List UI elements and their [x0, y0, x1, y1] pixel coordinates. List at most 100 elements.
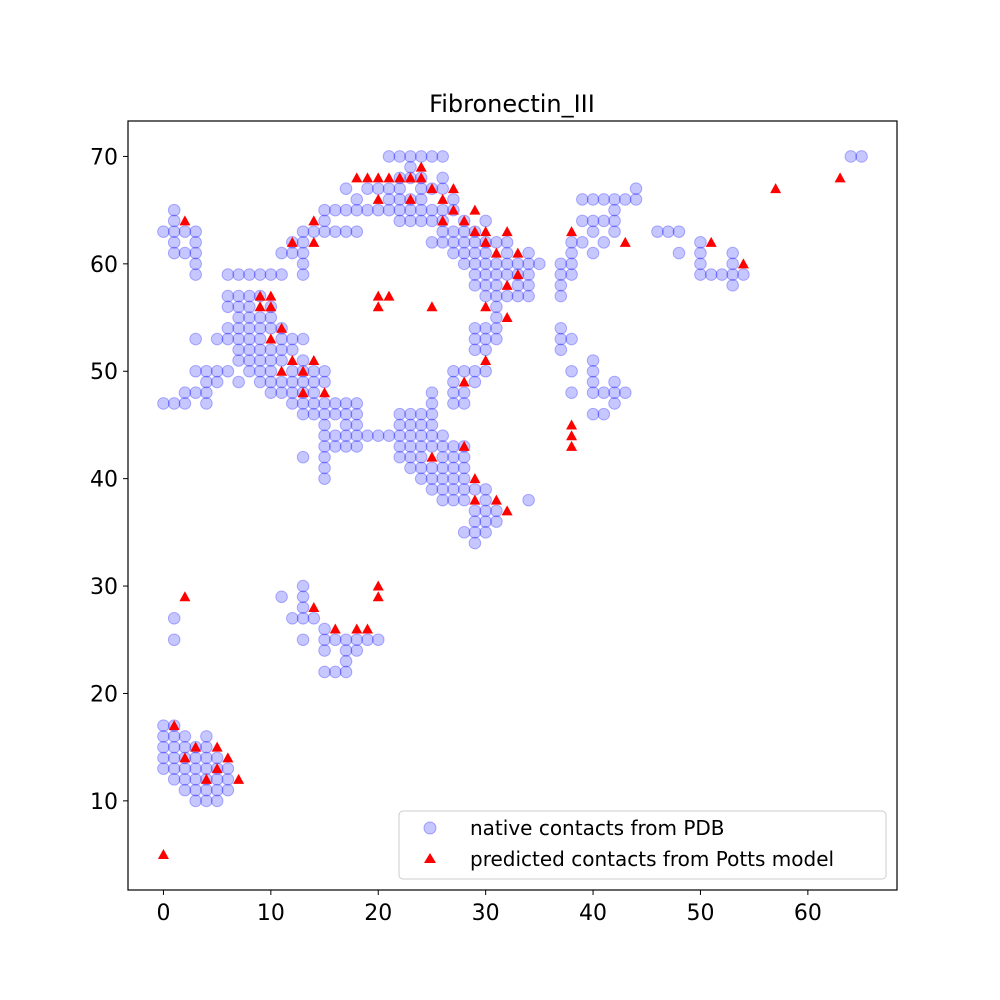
native-contact-point — [296, 236, 310, 249]
native-contact-point — [457, 364, 471, 378]
native-contact-point — [393, 429, 407, 442]
legend: native contacts from PDB predicted conta… — [398, 810, 887, 880]
predicted-contact-point — [404, 172, 416, 183]
native-contact-point — [264, 268, 278, 281]
native-contact-point — [243, 289, 256, 303]
y-tick-label: 20 — [90, 682, 118, 707]
native-contact-point — [393, 182, 407, 195]
native-contact-point — [565, 268, 578, 281]
native-contact-point — [178, 783, 192, 797]
native-contact-point — [468, 536, 482, 550]
native-contact-point — [500, 246, 514, 260]
predicted-contact-point — [566, 430, 578, 441]
native-contact-point — [457, 461, 471, 475]
native-contact-point — [479, 515, 492, 528]
native-contact-point — [447, 375, 460, 389]
native-contact-point — [221, 300, 235, 314]
native-contact-point — [232, 321, 245, 335]
predicted-contact-point — [394, 172, 406, 183]
native-contact-point — [339, 633, 353, 647]
native-contact-point — [468, 364, 482, 378]
native-contact-point — [404, 407, 417, 421]
native-contact-point — [726, 268, 739, 281]
predicted-contact-point — [834, 172, 846, 183]
native-contact-point — [479, 289, 492, 303]
native-contact-point — [479, 483, 492, 496]
native-contact-point — [232, 332, 245, 346]
native-contact-point — [232, 375, 245, 389]
predicted-contact-point — [372, 172, 384, 183]
native-contact-point — [200, 794, 213, 808]
predicted-contact-point — [501, 226, 513, 237]
predicted-contact-point — [566, 419, 578, 430]
native-contact-point — [844, 150, 858, 163]
predicted-contact-point — [308, 236, 320, 247]
native-contact-point — [328, 665, 342, 679]
native-contact-point — [533, 257, 546, 271]
native-contact-point — [221, 783, 235, 797]
native-contact-point — [350, 418, 364, 432]
native-contact-point — [318, 644, 331, 657]
native-contact-point — [318, 429, 331, 442]
native-contact-point — [264, 343, 278, 357]
native-contact-point — [425, 236, 439, 249]
native-contact-point — [200, 364, 213, 378]
native-contact-point — [457, 493, 471, 507]
predicted-contact-point — [286, 236, 298, 247]
legend-box — [398, 810, 887, 880]
native-contact-point — [318, 440, 331, 453]
predicted-contact-point — [179, 215, 191, 226]
native-contact-point — [189, 773, 202, 786]
native-contact-point — [565, 386, 578, 400]
native-contact-point — [167, 225, 181, 238]
x-tick-label: 30 — [472, 901, 500, 926]
native-contact-point — [414, 214, 428, 228]
native-contact-point — [414, 440, 428, 453]
native-contact-point — [468, 268, 482, 281]
native-contact-point — [393, 418, 407, 432]
native-contact-point — [586, 214, 600, 228]
native-contact-point — [339, 440, 353, 453]
native-contact-point — [694, 246, 707, 260]
native-contact-point — [404, 214, 417, 228]
predicted-contact-point — [566, 226, 578, 237]
native-contact-point — [511, 289, 525, 303]
native-contact-point — [264, 364, 278, 378]
native-contact-point — [328, 203, 342, 217]
native-contact-point — [586, 407, 600, 421]
native-contact-point — [296, 225, 310, 238]
predicted-contact-point — [265, 333, 277, 344]
native-contact-point — [350, 397, 364, 410]
native-contact-point — [414, 461, 428, 475]
native-contact-point — [414, 407, 428, 421]
native-contact-point — [286, 397, 299, 410]
native-contact-point — [339, 429, 353, 442]
native-contact-point — [243, 332, 256, 346]
native-contact-point — [178, 762, 192, 775]
native-contact-point — [586, 193, 600, 206]
native-contact-point — [425, 483, 439, 496]
native-contact-point — [414, 429, 428, 442]
predicted-contact-point — [372, 580, 384, 591]
native-contact-point — [726, 279, 739, 292]
predicted-contact-point — [179, 591, 191, 602]
native-contact-point — [318, 418, 331, 432]
native-contact-point — [618, 193, 632, 206]
native-contact-point — [672, 225, 686, 238]
predicted-contact-point — [469, 494, 481, 505]
predicted-contact-point — [737, 258, 749, 269]
native-contact-point — [447, 386, 460, 400]
native-contact-point — [565, 257, 578, 271]
native-contact-point — [318, 214, 331, 228]
native-contact-point — [178, 397, 192, 410]
native-contact-point — [178, 730, 192, 743]
native-contact-point — [468, 236, 482, 249]
predicted-contact-point — [329, 623, 341, 634]
native-contact-point — [382, 203, 396, 217]
native-contact-point — [296, 397, 310, 410]
native-contact-point — [608, 214, 621, 228]
native-contact-point — [468, 515, 482, 528]
native-contact-point — [178, 386, 192, 400]
native-contact-point — [200, 751, 213, 765]
native-contact-point — [253, 332, 267, 346]
